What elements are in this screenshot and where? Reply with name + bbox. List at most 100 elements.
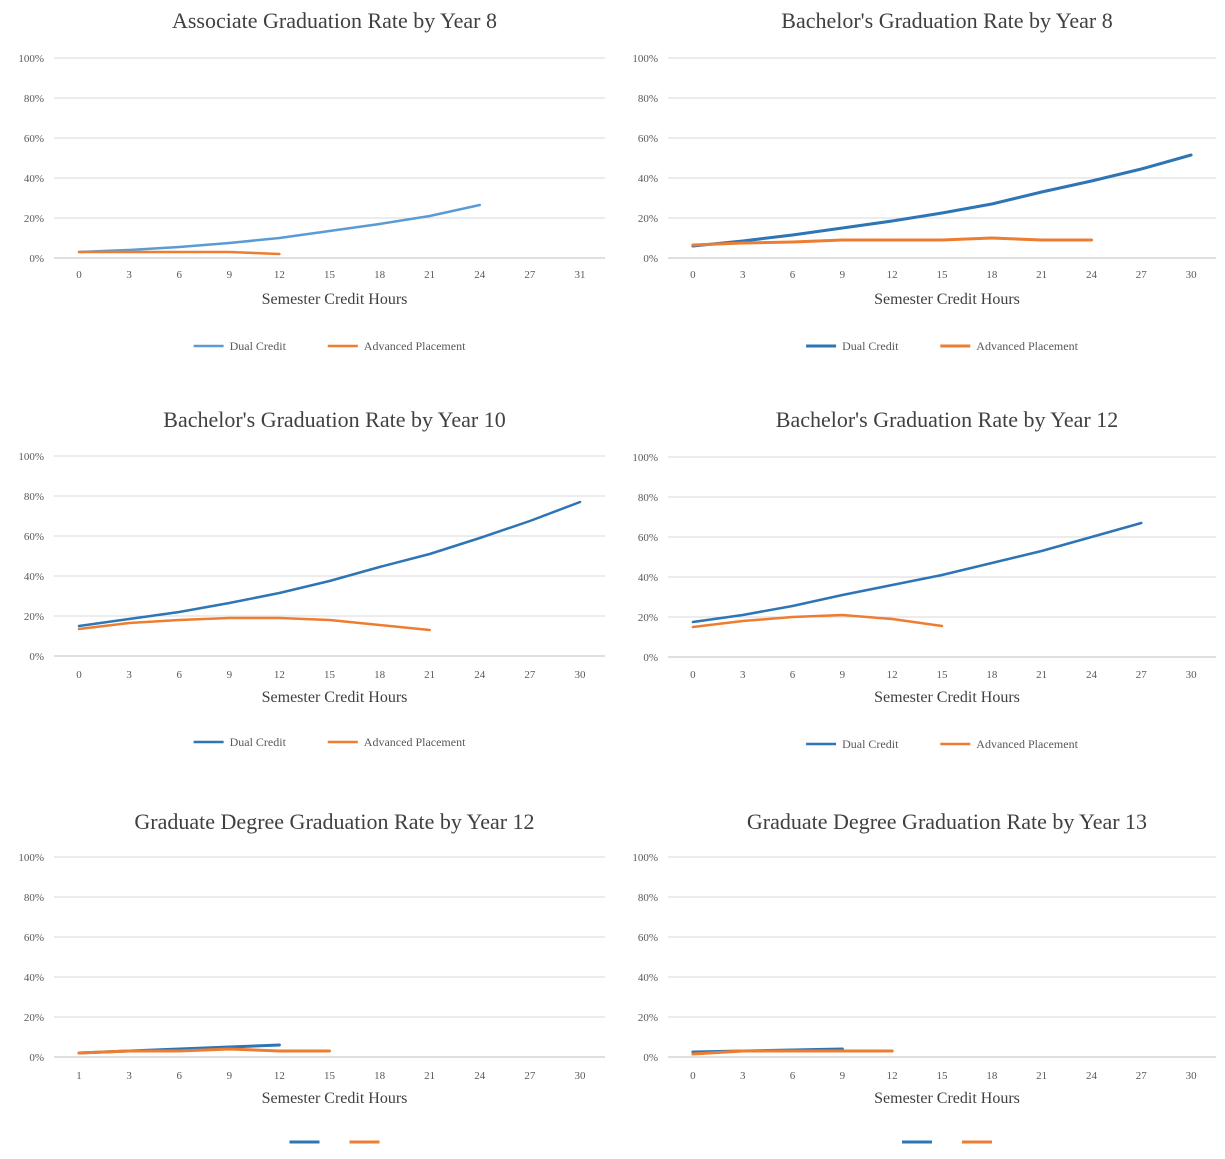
x-tick-label: 18 [986,1070,998,1082]
x-tick-label: 24 [474,1070,486,1082]
x-tick-label: 0 [76,269,82,281]
x-tick-label: 12 [274,269,285,281]
y-tick-label: 20% [638,612,658,624]
x-tick-label: 27 [1136,669,1148,681]
x-tick-label: 9 [227,269,233,281]
x-tick-label: 3 [126,1070,132,1082]
x-tick-label: 3 [740,1070,746,1082]
x-tick-label: 6 [790,1070,796,1082]
x-tick-label: 0 [690,269,696,281]
x-tick-label: 24 [1086,1070,1098,1082]
x-tick-label: 21 [424,269,435,281]
y-tick-label: 60% [24,932,44,944]
x-tick-label: 9 [840,669,846,681]
x-tick-label: 18 [374,669,386,681]
x-axis-label: Semester Credit Hours [262,689,408,706]
x-tick-label: 24 [1086,669,1098,681]
y-tick-label: 100% [18,451,44,463]
x-tick-label: 30 [1186,669,1198,681]
legend-label-1: Dual Credit [230,735,287,749]
y-tick-label: 40% [638,173,658,185]
y-tick-label: 80% [638,93,658,105]
chart-title: Bachelor's Graduation Rate by Year 10 [163,407,505,432]
x-tick-label: 30 [1186,1070,1198,1082]
y-tick-label: 80% [24,491,44,503]
legend-label-2: Advanced Placement [364,339,466,353]
series-line-2 [691,236,1093,247]
series-line-2 [691,613,944,629]
x-tick-label: 0 [690,669,696,681]
x-tick-label: 18 [986,269,998,281]
y-tick-label: 60% [24,133,44,145]
y-tick-label: 60% [24,531,44,543]
y-tick-label: 60% [638,133,658,145]
x-tick-label: 27 [1136,1070,1148,1082]
y-tick-label: 60% [638,532,658,544]
y-tick-label: 60% [638,932,658,944]
x-tick-label: 6 [176,269,182,281]
y-tick-label: 20% [24,611,44,623]
series-line-2 [77,616,431,632]
chart-title: Graduate Degree Graduation Rate by Year … [747,809,1147,834]
x-tick-label: 21 [1036,669,1047,681]
x-tick-label: 15 [937,269,949,281]
y-tick-label: 80% [638,892,658,904]
x-axis-label: Semester Credit Hours [262,291,408,308]
x-tick-label: 21 [1036,269,1047,281]
x-tick-label: 18 [986,669,998,681]
y-tick-label: 40% [24,972,44,984]
x-tick-label: 27 [1136,269,1148,281]
legend-label-2: Advanced Placement [976,339,1078,353]
x-tick-label: 27 [524,269,536,281]
x-tick-label: 30 [574,1070,586,1082]
series-line-1 [77,203,482,254]
x-tick-label: 6 [176,1070,182,1082]
y-tick-label: 0% [643,1052,658,1064]
x-tick-label: 18 [374,269,386,281]
y-tick-label: 20% [638,213,658,225]
x-tick-label: 12 [887,1070,898,1082]
y-tick-label: 40% [638,572,658,584]
y-tick-label: 80% [24,93,44,105]
x-tick-label: 24 [1086,269,1098,281]
y-tick-label: 0% [29,1052,44,1064]
y-tick-label: 40% [24,571,44,583]
x-tick-label: 9 [227,1070,233,1082]
x-axis-label: Semester Credit Hours [874,689,1020,706]
chart-panel-4: Bachelor's Graduation Rate by Year 12 0% 2… [632,407,1216,751]
chart-title: Bachelor's Graduation Rate by Year 12 [776,407,1118,432]
x-tick-label: 6 [176,669,182,681]
y-tick-label: 0% [29,651,44,663]
chart-panel-1: Associate Graduation Rate by Year 8 0% 20%… [18,8,605,353]
x-tick-label: 15 [937,1070,949,1082]
x-axis-label: Semester Credit Hours [262,1090,408,1107]
y-tick-label: 100% [18,852,44,864]
x-tick-label: 24 [474,269,486,281]
x-tick-label: 3 [740,669,746,681]
y-tick-label: 20% [24,1012,44,1024]
y-tick-label: 0% [29,253,44,265]
x-tick-label: 27 [524,669,536,681]
x-tick-label: 9 [840,1070,846,1082]
x-tick-label: 15 [324,669,336,681]
legend-label-1: Dual Credit [842,339,899,353]
legend-label-2: Advanced Placement [364,735,466,749]
series-line-1 [691,153,1193,248]
x-tick-label: 18 [374,1070,386,1082]
y-tick-label: 100% [632,53,658,65]
x-tick-label: 21 [424,1070,435,1082]
x-tick-label: 6 [790,269,796,281]
series-line-2 [77,1047,331,1055]
x-tick-label: 27 [524,1070,536,1082]
chart-title: Associate Graduation Rate by Year 8 [172,8,497,33]
legend-label-1: Dual Credit [842,737,899,751]
y-tick-label: 100% [632,452,658,464]
x-axis-label: Semester Credit Hours [874,291,1020,308]
y-tick-label: 40% [638,972,658,984]
x-tick-label: 1 [76,1070,82,1082]
chart-panel-5: Graduate Degree Graduation Rate by Year … [18,809,605,1144]
x-tick-label: 3 [126,669,132,681]
chart-title: Graduate Degree Graduation Rate by Year … [134,809,534,834]
x-tick-label: 30 [574,669,586,681]
